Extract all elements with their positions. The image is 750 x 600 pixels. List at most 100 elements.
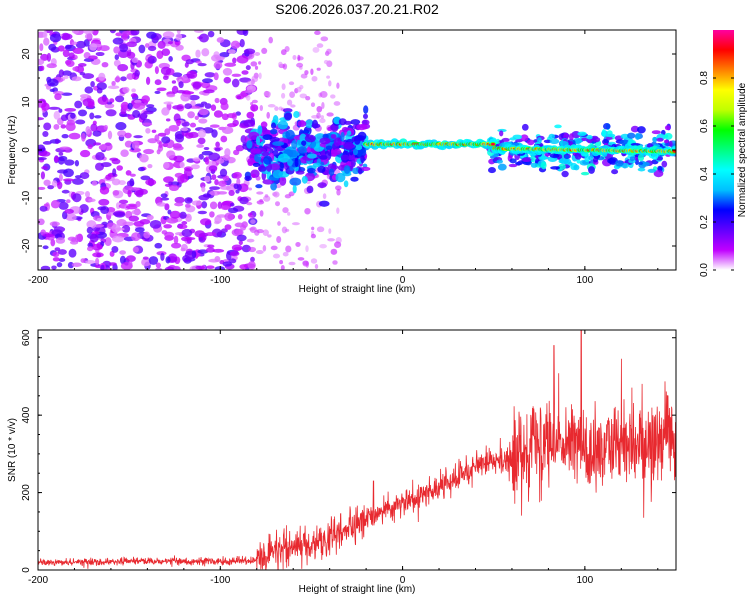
heatmap-cell: [235, 145, 245, 152]
heatmap-cell: [290, 104, 296, 108]
heatmap-cell: [629, 156, 636, 162]
heatmap-cell: [319, 90, 328, 98]
x-tick-label: -100: [210, 575, 230, 586]
heatmap-cell: [254, 154, 262, 163]
heatmap-cell: [155, 267, 163, 270]
heatmap-cell: [343, 141, 354, 150]
heatmap-cell: [356, 123, 368, 131]
heatmap-cell: [95, 257, 100, 266]
heatmap-cell: [248, 246, 257, 253]
heatmap-cell: [128, 215, 140, 222]
heatmap-cell: [496, 159, 503, 164]
heatmap-cell: [197, 62, 207, 67]
heatmap-cell: [272, 169, 283, 179]
heatmap-cell: [256, 229, 264, 234]
heatmap-cell: [190, 164, 200, 170]
heatmap-cell: [197, 249, 209, 254]
heatmap-cell: [209, 124, 220, 128]
heatmap-cell: [147, 45, 157, 52]
heatmap-cell: [129, 173, 136, 177]
heatmap-cell: [285, 245, 292, 253]
heatmap-cell: [540, 161, 547, 170]
heatmap-cell: [194, 30, 204, 33]
heatmap-cell: [515, 161, 523, 166]
heatmap-cell: [281, 83, 286, 91]
heatmap-cell: [200, 81, 211, 89]
heatmap-cell: [663, 139, 669, 144]
heatmap-cell: [350, 176, 359, 182]
heatmap-cell: [233, 149, 240, 156]
heatmap-cell: [48, 106, 61, 110]
heatmap-cell: [194, 115, 199, 120]
heatmap-cell: [42, 233, 55, 238]
heatmap-cell: [100, 264, 105, 270]
heatmap-cell: [179, 173, 189, 183]
heatmap-cell: [100, 143, 107, 151]
heatmap-cell: [63, 168, 74, 178]
heatmap-cell: [311, 123, 321, 129]
heatmap-cell: [272, 253, 281, 259]
heatmap-cell: [245, 95, 251, 101]
heatmap-cell: [630, 125, 640, 133]
heatmap-cell: [211, 174, 217, 180]
heatmap-cell: [118, 199, 129, 204]
heatmap-cell: [164, 128, 171, 136]
heatmap-cell: [163, 161, 170, 169]
heatmap-cell: [306, 146, 311, 153]
heatmap-cell: [172, 72, 183, 78]
heatmap-cell: [125, 255, 136, 262]
heatmap-cell: [284, 194, 292, 199]
heatmap-cell: [43, 37, 50, 46]
heatmap-cell: [226, 123, 238, 128]
heatmap-cell: [66, 119, 76, 126]
heatmap-cell: [251, 173, 257, 179]
heatmap-cell: [157, 40, 166, 49]
heatmap-cell: [85, 126, 91, 135]
heatmap-cell: [250, 104, 259, 112]
heatmap-cell: [43, 179, 51, 186]
heatmap-cell: [168, 124, 180, 132]
heatmap-cell: [297, 146, 308, 154]
heatmap-cell: [62, 70, 72, 77]
heatmap-cell: [255, 184, 263, 189]
heatmap-cell: [128, 187, 140, 191]
heatmap-cell: [316, 67, 321, 71]
heatmap-cell: [84, 33, 93, 40]
heatmap-cell: [241, 70, 249, 75]
heatmap-cell: [346, 130, 352, 136]
heatmap-cell: [96, 218, 102, 222]
heatmap-cell: [340, 154, 350, 161]
heatmap-cell: [289, 91, 296, 98]
heatmap-cell: [295, 170, 305, 175]
heatmap-cell: [304, 134, 316, 143]
heatmap-cell: [85, 190, 90, 198]
y-tick-label: -10: [21, 190, 32, 205]
heatmap-cell: [62, 49, 70, 58]
heatmap-cell: [637, 167, 646, 172]
heatmap-cell: [216, 191, 228, 195]
heatmap-cell: [112, 37, 124, 45]
heatmap-cell: [630, 142, 641, 146]
heatmap-cell: [181, 228, 193, 237]
heatmap-cell: [286, 99, 293, 106]
heatmap-cell: [46, 78, 59, 87]
heatmap-cell: [263, 143, 273, 149]
heatmap-cell: [64, 159, 75, 166]
heatmap-cell: [244, 175, 252, 181]
heatmap-cell: [238, 240, 243, 246]
heatmap-cell: [266, 111, 270, 119]
heatmap-cell: [46, 63, 57, 69]
heatmap-cell: [198, 153, 204, 160]
heatmap-cell: [144, 43, 150, 48]
heatmap-cell: [280, 49, 287, 56]
heatmap-cell: [336, 82, 340, 89]
heatmap-cell: [301, 175, 308, 184]
heatmap-cell: [61, 189, 70, 194]
heatmap-cell: [520, 134, 529, 142]
heatmap-cell: [155, 262, 161, 269]
heatmap-cell: [191, 200, 202, 206]
heatmap-cell: [252, 162, 260, 168]
heatmap-cell: [58, 201, 69, 210]
heatmap-cell: [237, 214, 243, 220]
heatmap-cell: [184, 103, 193, 110]
